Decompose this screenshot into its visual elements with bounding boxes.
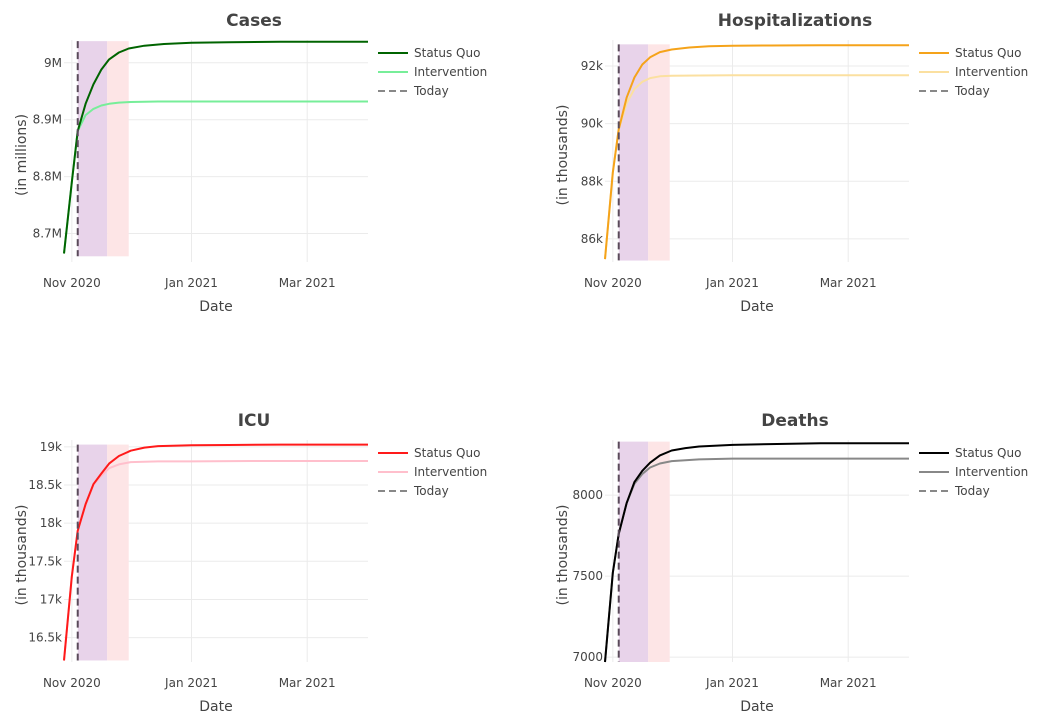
x-axis-label: Date (199, 699, 232, 715)
legend: Status Quo Intervention Today (919, 446, 1028, 498)
y-tick-label: 9M (44, 56, 62, 70)
legend-label-intervention: Intervention (955, 65, 1028, 79)
chart-panel-icu: ICU 16.5k 17k 17.5k 18k 18.5k 19k Nov 2020 Jan 2… (0, 400, 521, 721)
x-tick-label: Nov 2020 (43, 676, 101, 690)
icu-chart: ICU 16.5k 17k 17.5k 18k 18.5k 19k Nov 2020 Jan 2… (14, 411, 487, 715)
y-axis-label: (in millions) (14, 114, 30, 196)
x-tick-label: Jan 2021 (705, 676, 759, 690)
y-tick-label: 19k (40, 440, 62, 454)
legend-label-today: Today (413, 84, 449, 98)
x-axis-label: Date (199, 299, 232, 315)
shaded-band-2 (107, 444, 129, 661)
y-tick-label: 18.5k (28, 478, 62, 492)
legend-label-today: Today (954, 84, 990, 98)
y-axis-label: (in thousands) (555, 505, 571, 606)
legend-label-status-quo: Status Quo (414, 46, 480, 60)
legend: Status Quo Intervention Today (378, 46, 487, 98)
shaded-band-1 (618, 44, 649, 261)
shaded-band-2 (107, 41, 129, 257)
shaded-band-1 (77, 444, 108, 661)
cases-chart: Cases 8.7M 8.8M 8.9M 9M Nov 2020 Jan 2021 Mar 2… (14, 11, 487, 315)
legend-label-intervention: Intervention (414, 65, 487, 79)
y-axis-label: (in thousands) (555, 105, 571, 206)
x-tick-label: Jan 2021 (164, 676, 218, 690)
y-tick-label: 8.8M (33, 170, 62, 184)
deaths-chart: Deaths 7000 7500 8000 Nov 2020 Jan 2021 Mar 20… (555, 411, 1028, 715)
chart-panel-deaths: Deaths 7000 7500 8000 Nov 2020 Jan 2021 Mar 20… (541, 400, 1042, 721)
x-tick-label: Jan 2021 (705, 276, 759, 290)
y-tick-label: 92k (581, 59, 603, 73)
legend-label-status-quo: Status Quo (955, 46, 1021, 60)
legend-label-today: Today (413, 484, 449, 498)
chart-panel-hospitalizations: Hospitalizations 86k 88k 90k 92k Nov 2020 Jan … (541, 0, 1042, 360)
chart-title: Deaths (761, 411, 828, 431)
y-tick-label: 18k (40, 516, 62, 530)
legend: Status Quo Intervention Today (378, 446, 487, 498)
x-axis-label: Date (740, 299, 773, 315)
shaded-band-2 (648, 441, 670, 662)
y-axis-label: (in thousands) (14, 505, 30, 606)
x-tick-label: Mar 2021 (820, 676, 877, 690)
y-tick-label: 17.5k (28, 554, 62, 568)
x-tick-label: Mar 2021 (279, 276, 336, 290)
legend-label-status-quo: Status Quo (955, 446, 1021, 460)
legend: Status Quo Intervention Today (919, 46, 1028, 98)
y-tick-label: 8.7M (33, 227, 62, 241)
shaded-band-1 (77, 41, 108, 257)
legend-label-intervention: Intervention (955, 465, 1028, 479)
y-tick-label: 88k (581, 174, 603, 188)
y-tick-label: 8.9M (33, 113, 62, 127)
legend-label-intervention: Intervention (414, 465, 487, 479)
x-tick-label: Nov 2020 (43, 276, 101, 290)
chart-title: Cases (226, 11, 282, 31)
x-axis-label: Date (740, 699, 773, 715)
x-tick-label: Mar 2021 (279, 676, 336, 690)
series-line-status-quo (604, 442, 909, 663)
y-tick-label: 7500 (572, 569, 603, 583)
legend-label-today: Today (954, 484, 990, 498)
shaded-band-2 (648, 44, 670, 261)
y-tick-label: 17k (40, 592, 62, 606)
x-tick-label: Nov 2020 (584, 276, 642, 290)
x-tick-label: Jan 2021 (164, 276, 218, 290)
x-tick-label: Nov 2020 (584, 676, 642, 690)
chart-title: Hospitalizations (718, 11, 873, 31)
y-tick-label: 16.5k (28, 631, 62, 645)
hospitalizations-chart: Hospitalizations 86k 88k 90k 92k Nov 2020 Jan … (555, 11, 1028, 315)
chart-panel-cases: Cases 8.7M 8.8M 8.9M 9M Nov 2020 Jan 2021 Mar 2… (0, 0, 521, 360)
y-tick-label: 8000 (572, 488, 603, 502)
y-tick-label: 86k (581, 232, 603, 246)
chart-title: ICU (238, 411, 271, 431)
x-tick-label: Mar 2021 (820, 276, 877, 290)
legend-label-status-quo: Status Quo (414, 446, 480, 460)
y-tick-label: 7000 (572, 650, 603, 664)
series-line-status-quo (63, 40, 368, 254)
series-line-status-quo (604, 44, 909, 260)
series-line-status-quo (63, 443, 368, 661)
y-tick-label: 90k (581, 117, 603, 131)
shaded-band-1 (618, 441, 649, 662)
